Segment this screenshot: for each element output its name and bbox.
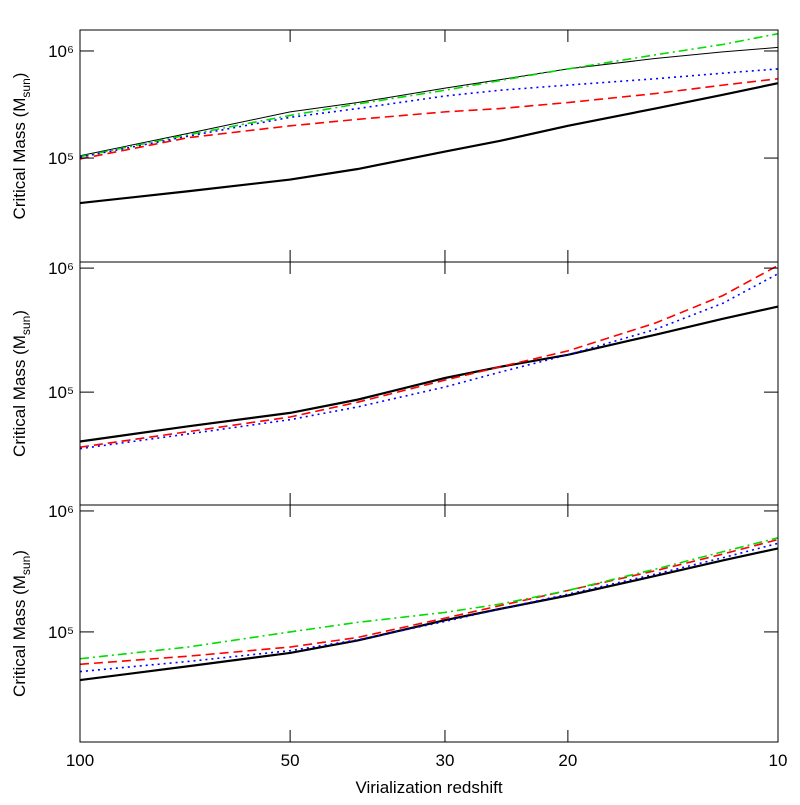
x-tick-label: 30	[436, 751, 455, 770]
series-line	[79, 547, 779, 682]
y-axis-label-close: )	[10, 310, 29, 316]
y-axis-label-sub: sun	[19, 78, 33, 97]
y-axis-label-close: )	[10, 550, 29, 556]
series-line	[79, 537, 779, 660]
y-tick-label: 10⁵	[48, 623, 74, 642]
y-axis-label-text: Critical Mass (M	[10, 335, 29, 457]
series-line	[79, 46, 779, 157]
y-tick-label: 10⁶	[48, 259, 74, 278]
y-tick-label: 10⁶	[48, 502, 74, 521]
series-line	[79, 538, 779, 666]
y-axis-label-sub: sun	[19, 556, 33, 575]
series-line	[79, 305, 779, 443]
y-tick-label: 10⁶	[48, 42, 74, 61]
series-line	[79, 82, 779, 205]
series-line	[79, 68, 779, 158]
x-tick-label: 10	[769, 751, 788, 770]
y-tick-label: 10⁵	[48, 383, 74, 402]
plot-frame	[79, 504, 779, 743]
y-axis-label-text: Critical Mass (M	[10, 98, 29, 220]
y-axis-label: Critical Mass (Msun)	[10, 310, 33, 457]
y-axis-label-sub: sun	[19, 316, 33, 335]
y-axis-label-close: )	[10, 73, 29, 79]
y-tick-label: 10⁵	[48, 149, 74, 168]
x-tick-label: 20	[558, 751, 577, 770]
y-axis-label: Critical Mass (Msun)	[10, 550, 33, 697]
series-line	[79, 32, 779, 158]
y-axis-label-text: Critical Mass (M	[10, 575, 29, 697]
series-line	[79, 542, 779, 673]
series-line	[79, 273, 779, 450]
series-line	[79, 77, 779, 160]
series-line	[79, 264, 779, 448]
y-axis-label: Critical Mass (Msun)	[10, 73, 33, 220]
x-tick-label: 50	[281, 751, 300, 770]
x-tick-label: 100	[66, 751, 94, 770]
x-axis-label: Virialization redshift	[355, 778, 502, 797]
plot-frame	[79, 29, 779, 263]
